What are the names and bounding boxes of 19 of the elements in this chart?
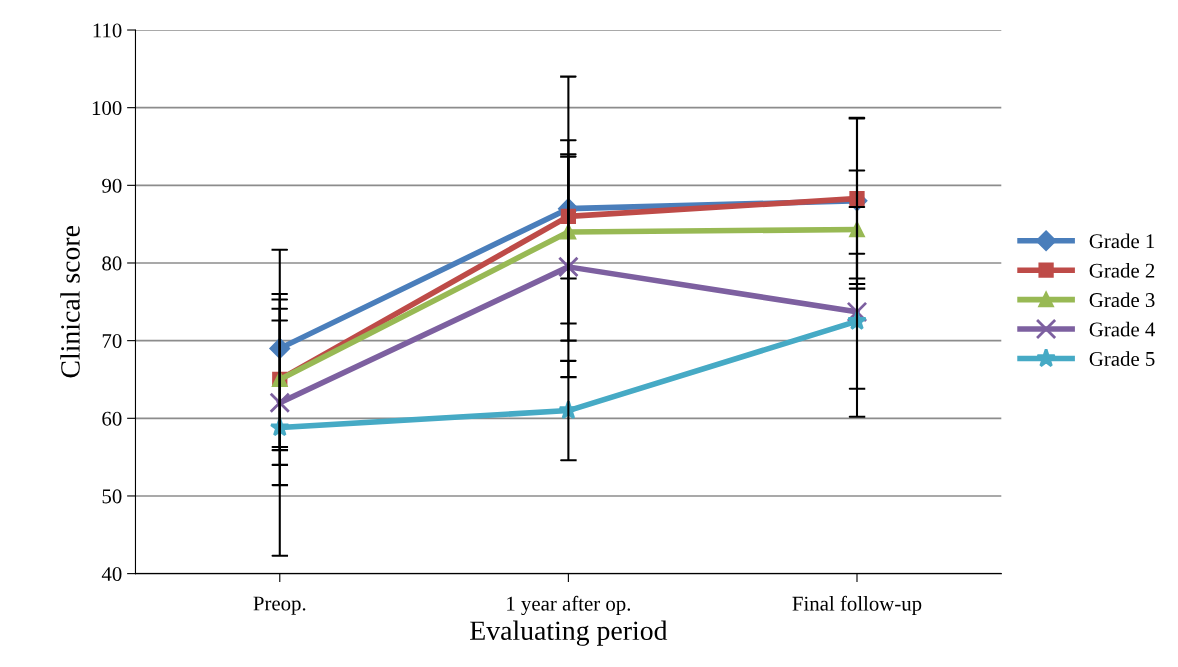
legend-label: Grade 3 [1089, 292, 1155, 308]
y-tick-label: 80 [102, 256, 122, 271]
y-tick-label: 40 [101, 566, 122, 582]
x-tick-label: Final follow-up [792, 595, 922, 615]
y-tick-label: 50 [102, 489, 122, 504]
y-tick-label: 100 [92, 101, 122, 116]
y-tick-label: 60 [102, 411, 122, 426]
y-tick-label: 70 [102, 334, 122, 349]
x-tick-label: 1 year after op. [507, 595, 631, 616]
legend-label: Grade 1 [1089, 233, 1155, 249]
y-tick-label: 110 [93, 23, 122, 38]
point [557, 256, 579, 278]
x-axis-title: Evaluating period [470, 620, 668, 646]
legend-label: Grade 2 [1089, 263, 1155, 278]
legend-label: Grade 5 [1089, 351, 1155, 366]
y-axis-title: Clinical score [60, 226, 80, 378]
legend-label: Grade 4 [1089, 321, 1155, 337]
y-tick-label: 90 [102, 178, 122, 193]
x-tick-label: Preop. [253, 596, 306, 615]
